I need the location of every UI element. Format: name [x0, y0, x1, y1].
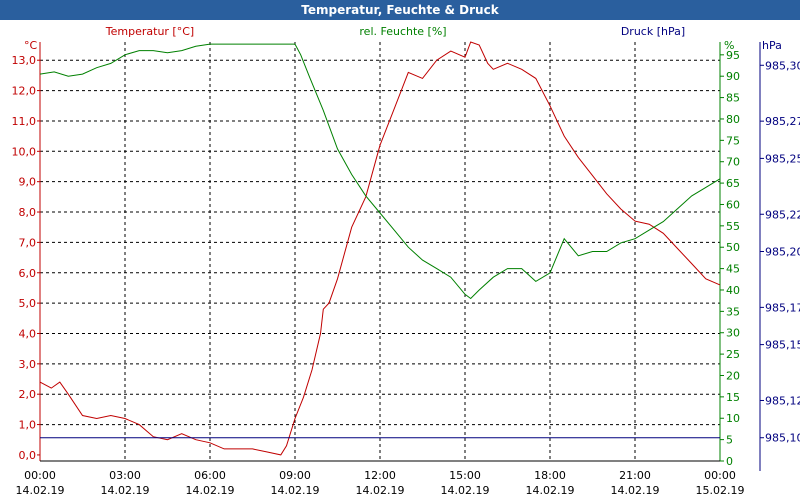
temperature-axis-title: Temperatur [°C]: [105, 25, 194, 38]
temperature-tick-label: 6,0: [19, 267, 37, 280]
temperature-tick-label: 7,0: [19, 236, 37, 249]
humidity-tick-label: 30: [726, 327, 740, 340]
humidity-tick-label: 45: [726, 263, 740, 276]
humidity-tick-label: 85: [726, 92, 740, 105]
humidity-series-line: [39, 43, 721, 300]
temperature-tick-label: 11,0: [12, 115, 37, 128]
temperature-tick-label: 8,0: [19, 206, 37, 219]
temperature-tick-label: 4,0: [19, 327, 37, 340]
temperature-unit-label: °C: [24, 39, 38, 52]
temperature-tick-label: 2,0: [19, 388, 37, 401]
humidity-tick-label: 20: [726, 369, 740, 382]
temperature-tick-label: 13,0: [12, 54, 37, 67]
window-title-bar: Temperatur, Feuchte & Druck: [0, 0, 800, 20]
humidity-tick-label: 5: [726, 434, 733, 447]
humidity-tick-label: 80: [726, 113, 740, 126]
humidity-tick-label: 0: [726, 455, 733, 468]
pressure-unit-label: hPa: [762, 39, 782, 52]
humidity-tick-label: 40: [726, 284, 740, 297]
temperature-tick-label: 12,0: [12, 85, 37, 98]
pressure-axis-title: Druck [hPa]: [621, 25, 685, 38]
temperature-tick-label: 10,0: [12, 145, 37, 158]
pressure-tick-label: 985,20: [765, 246, 800, 259]
x-tick-time-label: 21:00: [619, 469, 651, 482]
tick-labels: 00:00 14.02.19 03:00 14.02.19 06:00 14.02.19 0…: [12, 49, 800, 497]
axes: [37, 42, 764, 471]
x-tick-date-label: 15.02.19: [696, 484, 745, 497]
x-tick-time-label: 09:00: [279, 469, 311, 482]
pressure-tick-label: 985,10: [765, 432, 800, 445]
humidity-axis-title: rel. Feuchte [%]: [359, 25, 446, 38]
humidity-tick-label: 10: [726, 412, 740, 425]
x-tick-date-label: 14.02.19: [356, 484, 405, 497]
pressure-tick-label: 985,27: [765, 115, 800, 128]
humidity-tick-label: 50: [726, 241, 740, 254]
humidity-tick-label: 55: [726, 220, 740, 233]
series-lines: [39, 41, 721, 456]
x-tick-time-label: 03:00: [109, 469, 141, 482]
pressure-tick-label: 985,25: [765, 152, 800, 165]
pressure-tick-label: 985,12: [765, 394, 800, 407]
temperature-tick-label: 3,0: [19, 358, 37, 371]
x-tick-time-label: 12:00: [364, 469, 396, 482]
humidity-tick-label: 35: [726, 305, 740, 318]
humidity-tick-label: 90: [726, 70, 740, 83]
x-tick-date-label: 14.02.19: [611, 484, 660, 497]
humidity-tick-label: 75: [726, 134, 740, 147]
x-tick-date-label: 14.02.19: [526, 484, 575, 497]
x-tick-time-label: 00:00: [704, 469, 736, 482]
pressure-tick-label: 985,30: [765, 59, 800, 72]
x-tick-time-label: 18:00: [534, 469, 566, 482]
humidity-tick-label: 15: [726, 391, 740, 404]
x-tick-time-label: 15:00: [449, 469, 481, 482]
temperature-tick-label: 5,0: [19, 297, 37, 310]
pressure-tick-label: 985,15: [765, 339, 800, 352]
x-tick-time-label: 06:00: [194, 469, 226, 482]
x-tick-date-label: 14.02.19: [271, 484, 320, 497]
grid: [40, 42, 720, 461]
x-tick-time-label: 00:00: [24, 469, 56, 482]
pressure-tick-label: 985,22: [765, 208, 800, 221]
humidity-tick-label: 60: [726, 198, 740, 211]
humidity-unit-label: %: [724, 39, 734, 52]
pressure-tick-label: 985,17: [765, 301, 800, 314]
x-tick-date-label: 14.02.19: [186, 484, 235, 497]
temperature-tick-label: 0,0: [19, 449, 37, 462]
x-tick-date-label: 14.02.19: [441, 484, 490, 497]
window-title: Temperatur, Feuchte & Druck: [301, 3, 499, 17]
temperature-tick-label: 9,0: [19, 176, 37, 189]
humidity-tick-label: 65: [726, 177, 740, 190]
x-tick-date-label: 14.02.19: [101, 484, 150, 497]
x-tick-date-label: 14.02.19: [16, 484, 65, 497]
humidity-tick-label: 70: [726, 156, 740, 169]
humidity-tick-label: 25: [726, 348, 740, 361]
chart: 00:00 14.02.19 03:00 14.02.19 06:00 14.02.19 0…: [12, 25, 800, 497]
temperature-tick-label: 1,0: [19, 419, 37, 432]
humidity-tick-label: 95: [726, 49, 740, 62]
